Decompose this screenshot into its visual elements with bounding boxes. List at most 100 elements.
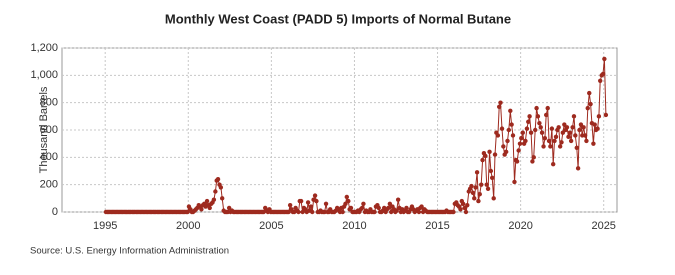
- data-point: [568, 138, 574, 144]
- data-point: [574, 145, 579, 150]
- data-point: [404, 205, 409, 211]
- data-point: [348, 205, 354, 211]
- data-point: [526, 119, 531, 125]
- data-point: [388, 209, 394, 215]
- x-tick-label: 2005: [259, 220, 283, 232]
- data-point: [530, 159, 535, 164]
- data-point: [534, 105, 539, 111]
- data-point: [539, 130, 545, 135]
- data-point: [387, 201, 393, 206]
- data-point: [463, 209, 469, 215]
- data-point: [300, 209, 305, 215]
- y-axis-label: Thousand Barrels: [38, 86, 50, 173]
- data-point: [510, 133, 516, 138]
- data-point: [505, 138, 510, 144]
- data-point: [541, 144, 546, 149]
- data-point: [596, 114, 602, 119]
- data-point: [524, 126, 530, 131]
- data-point: [499, 126, 505, 131]
- data-point: [344, 194, 350, 200]
- data-point: [346, 198, 351, 204]
- data-point: [310, 209, 315, 215]
- data-point: [512, 179, 517, 185]
- data-point: [416, 209, 422, 215]
- data-point: [483, 153, 488, 159]
- data-point: [548, 144, 553, 149]
- data-point: [470, 190, 476, 196]
- data-point: [469, 183, 474, 189]
- y-tick-label: 200: [40, 179, 58, 191]
- data-point: [298, 198, 304, 204]
- data-point: [506, 127, 512, 133]
- data-point: [517, 141, 523, 146]
- data-point: [585, 105, 590, 111]
- data-point: [394, 208, 399, 213]
- data-point: [577, 127, 582, 133]
- data-point: [535, 114, 541, 119]
- data-point: [185, 209, 190, 215]
- data-point: [490, 175, 495, 181]
- data-point: [207, 205, 212, 211]
- data-point: [498, 100, 503, 105]
- data-point: [573, 133, 578, 138]
- data-point: [578, 122, 584, 127]
- y-tick-label: 0: [52, 206, 58, 218]
- data-point: [218, 185, 224, 190]
- data-point: [600, 71, 606, 77]
- data-point: [538, 125, 543, 130]
- data-point: [361, 201, 366, 206]
- data-point: [527, 114, 532, 119]
- data-point: [582, 133, 588, 138]
- data-point: [588, 101, 593, 107]
- y-tick-label: 400: [40, 151, 58, 163]
- data-point: [516, 148, 521, 153]
- data-point: [462, 205, 467, 211]
- data-point: [587, 90, 592, 96]
- data-point: [323, 201, 329, 206]
- data-point: [549, 126, 555, 131]
- data-point: [343, 201, 348, 206]
- data-point: [562, 122, 567, 127]
- data-point: [531, 155, 536, 160]
- data-point: [575, 166, 581, 171]
- data-point: [533, 127, 538, 133]
- data-point: [603, 112, 609, 118]
- data-point: [550, 161, 556, 167]
- data-point: [219, 196, 225, 201]
- data-point: [472, 196, 477, 201]
- data-point: [496, 104, 502, 109]
- x-tick-label: 2025: [591, 220, 615, 232]
- data-point: [476, 198, 481, 204]
- data-point: [485, 186, 491, 191]
- data-point: [508, 108, 513, 114]
- data-point: [560, 130, 566, 135]
- data-point: [314, 198, 319, 204]
- data-point: [553, 134, 559, 140]
- x-tick-label: 2015: [425, 220, 449, 232]
- data-point: [386, 205, 391, 211]
- source-note: Source: U.S. Energy Information Administ…: [30, 246, 229, 257]
- data-point: [519, 136, 524, 141]
- data-point: [592, 122, 597, 127]
- data-point: [520, 130, 525, 135]
- data-point: [484, 182, 489, 187]
- data-point: [523, 138, 528, 144]
- x-tick-label: 2000: [176, 220, 200, 232]
- data-point: [566, 134, 571, 140]
- x-tick-label: 2020: [508, 220, 532, 232]
- data-point: [570, 125, 575, 130]
- data-point: [465, 202, 470, 208]
- data-point: [488, 168, 494, 174]
- data-point: [376, 205, 381, 211]
- data-point: [595, 126, 600, 131]
- data-point: [514, 159, 520, 164]
- y-tick-label: 1,200: [30, 42, 58, 54]
- data-point: [503, 149, 509, 155]
- data-point: [528, 130, 534, 135]
- data-point: [602, 56, 607, 62]
- data-point: [215, 177, 221, 182]
- data-point: [552, 138, 557, 144]
- data-point: [501, 144, 506, 149]
- data-point: [546, 138, 552, 144]
- data-point: [557, 144, 563, 149]
